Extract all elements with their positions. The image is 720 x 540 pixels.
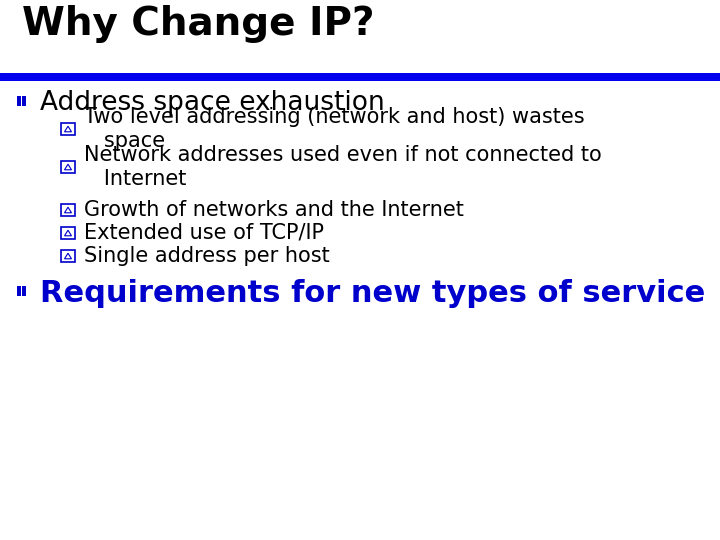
Bar	[22, 286, 26, 291]
Bar	[17, 291, 21, 295]
Text: Extended use of TCP/IP: Extended use of TCP/IP	[84, 223, 324, 243]
Text: Single address per host: Single address per host	[84, 246, 330, 266]
Text: Requirements for new types of service: Requirements for new types of service	[40, 279, 706, 307]
Text: Two level addressing (network and host) wastes
   space: Two level addressing (network and host) …	[84, 107, 585, 151]
Bar	[22, 102, 26, 105]
Bar	[22, 291, 26, 295]
Bar	[0, 73, 720, 81]
Bar	[17, 96, 21, 100]
Text: Why Change IP?: Why Change IP?	[22, 5, 374, 43]
Bar	[22, 96, 26, 100]
Text: Address space exhaustion: Address space exhaustion	[40, 90, 384, 116]
Text: Network addresses used even if not connected to
   Internet: Network addresses used even if not conne…	[84, 145, 602, 189]
Bar	[17, 102, 21, 105]
Text: Growth of networks and the Internet: Growth of networks and the Internet	[84, 200, 464, 220]
Bar	[17, 286, 21, 291]
